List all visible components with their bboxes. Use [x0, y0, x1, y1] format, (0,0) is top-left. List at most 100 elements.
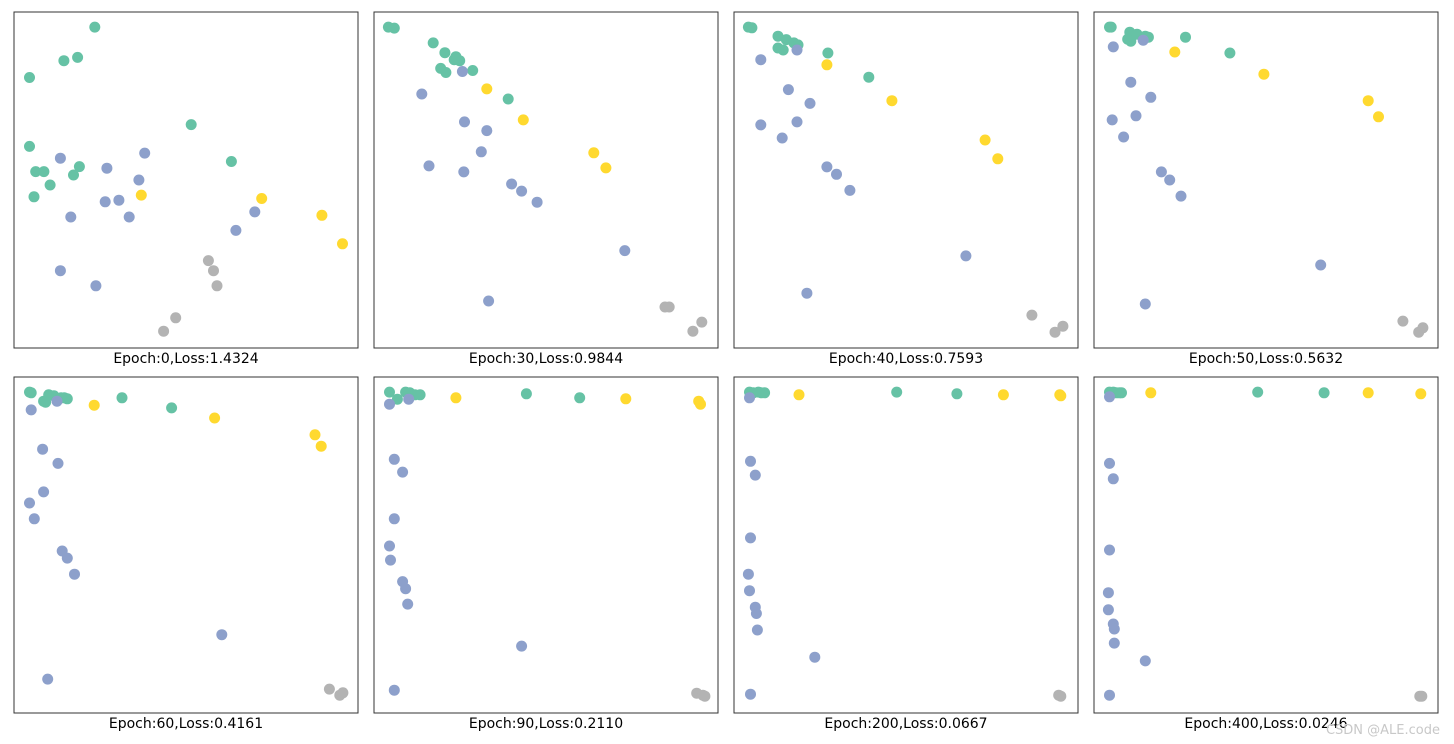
data-point-blue [791, 116, 803, 128]
data-point-green [427, 37, 439, 49]
plot-frame [373, 11, 719, 349]
data-point-gray [202, 255, 214, 267]
data-point-blue [37, 443, 49, 455]
data-point-blue [1102, 604, 1114, 616]
data-point-blue [61, 552, 73, 564]
data-point-gray [1055, 690, 1067, 702]
data-point-blue [1104, 544, 1115, 556]
data-point-green [1180, 31, 1191, 43]
data-point-blue [745, 455, 756, 467]
data-point-blue [744, 392, 755, 404]
data-point-blue [456, 66, 468, 77]
data-point-blue [745, 532, 756, 544]
data-point-yellow [695, 398, 706, 410]
data-point-yellow [450, 392, 462, 404]
data-point-yellow [316, 209, 328, 221]
data-point-blue [1104, 689, 1115, 701]
data-point-blue [742, 568, 754, 580]
data-point-blue [744, 585, 755, 597]
data-point-green [1318, 387, 1330, 399]
panel-title: Epoch:30,Loss:0.9844 [469, 351, 623, 367]
data-point-yellow [256, 193, 268, 204]
data-point-green [759, 387, 771, 399]
data-point-blue [384, 398, 395, 410]
data-point-blue [385, 554, 396, 566]
data-point-blue [397, 466, 409, 478]
data-point-yellow [620, 393, 632, 405]
data-point-blue [801, 287, 813, 299]
data-point-blue [831, 168, 842, 180]
data-point-green [1224, 47, 1236, 59]
data-point-blue [133, 174, 145, 186]
data-point-blue [1102, 587, 1114, 599]
data-point-green [951, 388, 963, 400]
data-point-blue [745, 688, 756, 700]
data-point-blue [483, 295, 495, 307]
data-point-yellow [992, 153, 1004, 165]
watermark: CSDN @ALE.code [1325, 723, 1440, 738]
data-point-green [439, 47, 451, 59]
data-point-green [772, 30, 784, 42]
data-point-green [61, 393, 73, 405]
data-point-yellow [588, 147, 600, 159]
data-point-yellow [1145, 387, 1157, 399]
plot-frame [1093, 11, 1439, 349]
data-point-green [448, 54, 460, 66]
data-point-green [73, 161, 85, 173]
data-point-green [28, 191, 40, 203]
data-point-blue [28, 513, 40, 525]
scatter-panel-2: Epoch:40,Loss:0.7593 [733, 11, 1079, 367]
data-point-green [891, 386, 903, 398]
plot-frame [13, 376, 359, 714]
data-point-gray [699, 690, 711, 702]
data-point-blue [99, 196, 111, 208]
plot-frame [733, 11, 1079, 349]
plot-frame [733, 376, 1079, 714]
data-point-blue [1104, 457, 1115, 469]
data-point-blue [139, 147, 151, 159]
data-point-green [777, 44, 789, 56]
data-point-blue [1137, 34, 1149, 46]
data-point-blue [809, 651, 821, 663]
data-point-blue [249, 206, 261, 218]
data-point-green [89, 21, 101, 33]
panel-title: Epoch:40,Loss:0.7593 [829, 351, 983, 367]
data-point-gray [158, 325, 170, 337]
data-point-blue [38, 486, 50, 498]
data-point-yellow [88, 399, 100, 411]
data-point-blue [751, 624, 763, 636]
data-point-yellow [517, 114, 529, 126]
data-point-blue [42, 673, 54, 685]
data-point-gray [337, 687, 349, 699]
data-point-green [1105, 21, 1117, 33]
data-point-gray [323, 683, 335, 695]
data-point-green [467, 65, 479, 76]
data-point-blue [123, 211, 135, 223]
data-point-green [116, 392, 128, 404]
data-point-green [1116, 387, 1127, 399]
data-point-gray [1026, 309, 1038, 321]
data-point-blue [384, 540, 395, 552]
data-point-green [1252, 386, 1264, 398]
data-point-blue [1164, 174, 1176, 186]
data-point-green [225, 156, 237, 167]
scatter-panel-3: Epoch:50,Loss:0.5632 [1093, 11, 1439, 367]
data-point-yellow [337, 238, 348, 250]
data-point-blue [506, 178, 518, 190]
data-point-green [391, 393, 403, 405]
data-point-yellow [1362, 95, 1374, 107]
data-point-blue [1175, 190, 1187, 202]
data-point-blue [791, 44, 803, 56]
data-point-blue [25, 404, 37, 416]
data-point-blue [400, 583, 412, 595]
data-point-blue [619, 245, 631, 257]
data-point-blue [749, 469, 761, 481]
data-point-gray [1397, 315, 1409, 327]
data-point-blue [388, 453, 400, 465]
data-point-blue [1108, 623, 1120, 635]
data-point-gray [687, 325, 699, 337]
data-point-yellow [315, 440, 327, 452]
data-point-blue [1107, 41, 1119, 53]
scatter-panel-1: Epoch:30,Loss:0.9844 [373, 11, 719, 367]
